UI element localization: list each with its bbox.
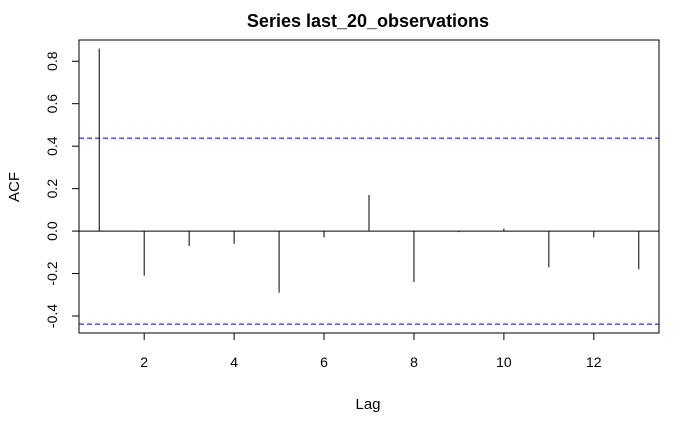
x-tick-label: 10 [496,354,512,370]
x-tick-label: 6 [320,354,328,370]
x-axis: 2 4 6 8 10 12 [140,333,602,370]
y-axis-label: ACF [6,172,23,202]
y-tick-label: -0.4 [44,304,60,328]
y-tick-label: -0.2 [44,261,60,285]
y-tick-label: 0.6 [44,94,60,114]
x-tick-label: 4 [230,354,238,370]
plot-frame [78,39,660,334]
y-tick-label: 0.2 [44,179,60,199]
x-axis-label: Lag [355,396,380,413]
x-tick-label: 2 [140,354,148,370]
acf-spikes [98,48,640,293]
chart-title: Series last_20_observations [247,11,489,31]
y-axis: -0.4 -0.2 0.0 0.2 0.4 0.6 0.8 [44,51,79,328]
x-tick-label: 8 [410,354,418,370]
y-tick-label: 0.8 [44,51,60,71]
y-tick-label: 0.4 [44,136,60,156]
y-tick-label: 0.0 [44,221,60,241]
x-tick-label: 12 [586,354,602,370]
